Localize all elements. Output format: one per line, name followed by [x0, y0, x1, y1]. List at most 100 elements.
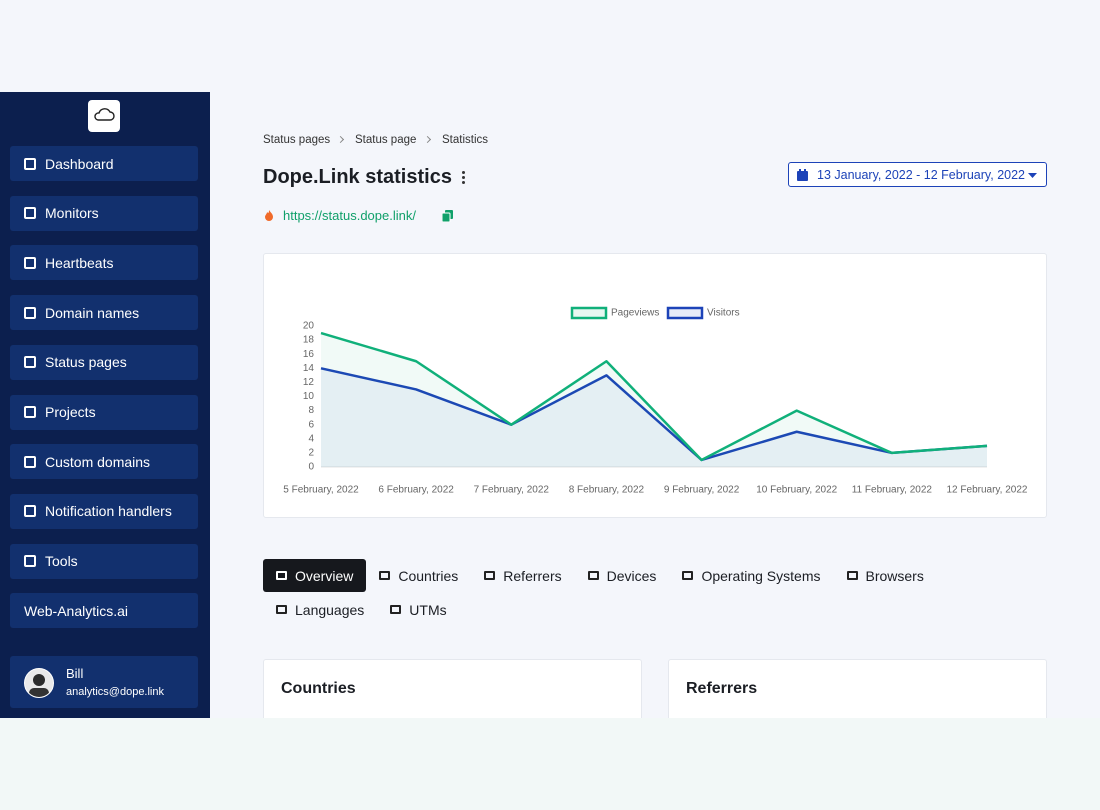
- x-tick-label: 5 February, 2022: [283, 485, 359, 496]
- date-range-text: 13 January, 2022 - 12 February, 2022: [817, 168, 1026, 182]
- tab-icon: [484, 571, 496, 580]
- flame-icon: [265, 210, 273, 221]
- panel-title: Referrers: [686, 680, 758, 697]
- y-tick-label: 0: [308, 462, 314, 473]
- date-range-picker[interactable]: 13 January, 2022 - 12 February, 2022: [788, 162, 1047, 187]
- tab-label: UTMs: [409, 601, 447, 618]
- y-tick-label: 2: [308, 448, 314, 459]
- tab[interactable]: Countries: [366, 559, 471, 592]
- tabs: Overview Countries Referrers Devices Operati…: [263, 559, 963, 626]
- tab-icon: [682, 571, 694, 580]
- x-tick-label: 9 February, 2022: [664, 485, 740, 496]
- tab-label: Referrers: [503, 567, 562, 584]
- avatar: [24, 668, 54, 698]
- nav-icon: [24, 555, 36, 568]
- legend-label: Visitors: [707, 308, 740, 319]
- nav-icon: [24, 455, 36, 468]
- nav-label: Status pages: [45, 354, 127, 371]
- x-tick-label: 10 February, 2022: [756, 485, 837, 496]
- nav-item[interactable]: Notification handlers: [10, 493, 198, 529]
- breadcrumb-item[interactable]: Status page: [355, 134, 417, 146]
- status-url[interactable]: https://status.dope.link/: [283, 208, 416, 223]
- tab[interactable]: Devices: [575, 559, 670, 592]
- tab-icon: [390, 605, 402, 614]
- tab[interactable]: Operating Systems: [669, 559, 833, 592]
- tab[interactable]: UTMs: [377, 593, 459, 626]
- nav-icon: [24, 306, 36, 319]
- nav-item[interactable]: Tools: [10, 543, 198, 579]
- legend-label: Pageviews: [611, 308, 659, 319]
- nav-item[interactable]: Custom domains: [10, 444, 198, 480]
- tab-icon: [846, 571, 858, 580]
- tab[interactable]: Languages: [263, 593, 377, 626]
- y-tick-label: 8: [308, 405, 314, 416]
- nav-label: Custom domains: [45, 453, 151, 470]
- y-tick-label: 4: [308, 433, 314, 444]
- copy-icon[interactable]: [442, 210, 453, 222]
- nav-item[interactable]: Dashboard: [10, 146, 198, 181]
- nav-label: Projects: [45, 404, 96, 420]
- tab-icon: [587, 571, 599, 580]
- tab[interactable]: Browsers: [834, 559, 937, 592]
- nav-label: Domain names: [45, 304, 140, 321]
- tab-label: Browsers: [865, 567, 924, 584]
- nav-item[interactable]: Monitors: [10, 195, 198, 231]
- x-tick-label: 12 February, 2022: [947, 485, 1028, 496]
- logo-icon: [94, 108, 115, 121]
- tab-icon: [276, 571, 287, 580]
- nav-item[interactable]: Domain names: [10, 295, 198, 331]
- legend-swatch: [666, 306, 704, 320]
- more-menu[interactable]: [462, 171, 465, 186]
- tab-label: Countries: [398, 567, 459, 584]
- breadcrumb-separator: [423, 135, 432, 144]
- nav-label: Heartbeats: [45, 254, 114, 271]
- page-title: Dope.Link statistics: [263, 166, 452, 188]
- nav-icon: [24, 207, 36, 220]
- user-email: analytics@dope.link: [66, 686, 164, 698]
- nav-label: Web-Analytics.ai: [24, 602, 129, 619]
- legend-swatch: [570, 306, 608, 320]
- nav-item[interactable]: Projects: [10, 394, 198, 430]
- panel-card: Referrers: [668, 659, 1047, 729]
- series-area: [321, 368, 987, 467]
- chart-card: 0 2 4 6 8 10 12 14 16 18 20 5 February, 2022 6 Febru…: [263, 253, 1047, 518]
- logo[interactable]: [88, 100, 120, 132]
- y-tick-label: 6: [308, 419, 314, 430]
- nav-icon: [24, 505, 36, 518]
- y-tick-label: 10: [303, 391, 315, 402]
- chart: 0 2 4 6 8 10 12 14 16 18 20 5 February, 2022 6 Febru…: [283, 306, 1028, 496]
- nav-icon: [24, 157, 36, 170]
- y-tick-label: 18: [303, 335, 315, 346]
- nav-item[interactable]: Web-Analytics.ai: [10, 593, 198, 629]
- tab-label: Languages: [295, 601, 365, 618]
- breadcrumb-item[interactable]: Status pages: [263, 134, 331, 146]
- nav-item[interactable]: Heartbeats: [10, 245, 198, 281]
- tab-label: Devices: [606, 567, 657, 584]
- y-tick-label: 12: [303, 377, 315, 388]
- breadcrumb-item: Statistics: [442, 134, 489, 146]
- page-bottom: [0, 718, 1100, 810]
- breadcrumb-separator: [336, 135, 345, 144]
- tab-label: Operating Systems: [701, 567, 821, 584]
- series-line: [320, 367, 988, 462]
- tab-label: Overview: [295, 567, 354, 584]
- y-tick-label: 20: [303, 321, 315, 332]
- x-tick-label: 6 February, 2022: [378, 485, 454, 496]
- tab[interactable]: Overview: [263, 559, 367, 592]
- caret: [1028, 173, 1037, 178]
- x-tick-label: 11 February, 2022: [852, 485, 933, 496]
- x-tick-label: 8 February, 2022: [569, 485, 645, 496]
- panel-card: Countries: [263, 659, 642, 729]
- nav-icon: [24, 256, 36, 269]
- series-area: [321, 333, 987, 467]
- nav-item[interactable]: Status pages: [10, 344, 198, 380]
- tab[interactable]: Referrers: [471, 559, 574, 592]
- nav-label: Monitors: [45, 205, 99, 222]
- nav-icon: [24, 406, 36, 418]
- user-name: Bill: [66, 666, 84, 681]
- sidebar: Dashboard Monitors Heartbeats Domain names S…: [0, 92, 210, 718]
- user-box[interactable]: Bill analytics@dope.link: [10, 656, 198, 708]
- tab-icon: [276, 605, 287, 614]
- y-tick-label: 14: [303, 363, 315, 374]
